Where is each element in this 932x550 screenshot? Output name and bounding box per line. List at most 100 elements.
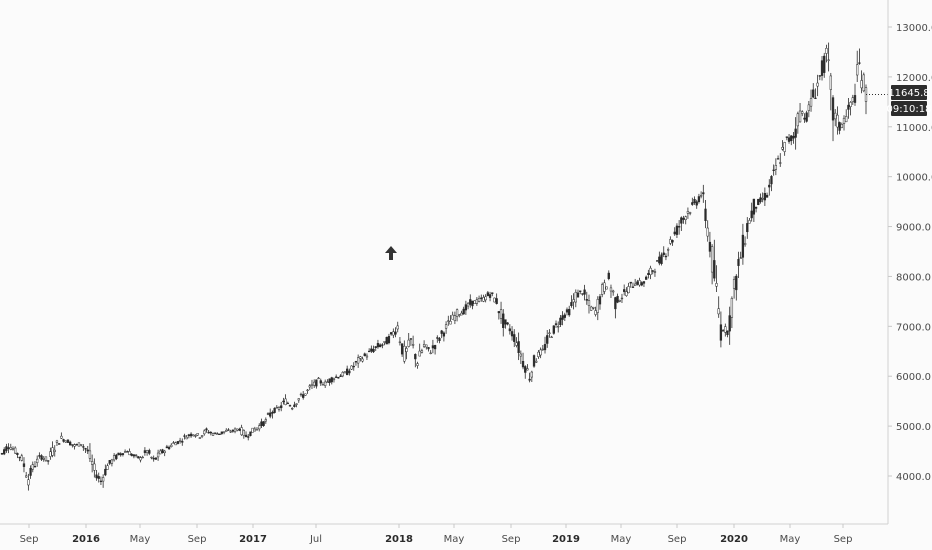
candle-body [739, 257, 742, 259]
candle-body [152, 457, 155, 460]
candle-body [825, 48, 828, 54]
candle-body [493, 297, 496, 303]
candle-body [337, 377, 340, 379]
candle-body [389, 332, 393, 335]
candle-body [315, 379, 318, 387]
price-axis[interactable]: 13000.0 12000.0 11000.0 10000.0 9000.0 8000.0… [888, 23, 932, 483]
candle-body [115, 454, 118, 459]
candle-body [368, 350, 371, 353]
candle-body [425, 344, 428, 348]
candle-body [849, 102, 852, 107]
candle-body [295, 403, 298, 405]
candle-body [660, 254, 663, 264]
candle-body [238, 428, 241, 431]
candle-body [29, 468, 32, 476]
candle-body [348, 370, 351, 374]
candle-body [324, 381, 327, 386]
candle-body [214, 432, 217, 434]
candle-body [174, 442, 177, 446]
candle-body [163, 450, 166, 454]
candle-body [88, 450, 92, 459]
time-axis[interactable]: Sep 2016 May Sep 2017 Jul 2018 May Sep 2019 May Sep… [20, 524, 853, 545]
candle-body [286, 402, 289, 405]
candle-body [209, 432, 212, 434]
price-series [0, 42, 888, 491]
candle-body [765, 194, 769, 198]
candle-body [0, 453, 4, 455]
candle-body [392, 331, 395, 336]
time-tick-label: May [611, 534, 632, 545]
candle-body [625, 291, 628, 296]
candle-body [62, 439, 65, 442]
candle-body [253, 428, 256, 432]
candle-body [346, 368, 349, 376]
candle-body [409, 338, 413, 340]
candle-body [761, 198, 764, 200]
time-tick-label: Sep [20, 534, 39, 545]
candle-body [400, 343, 404, 355]
candle-body [862, 74, 865, 92]
price-tick-label: 13000.0 [896, 23, 932, 34]
candle-body [284, 398, 287, 405]
candle-body [587, 300, 591, 306]
candle-body [449, 321, 452, 325]
candle-body [185, 436, 188, 440]
candle-body [517, 341, 520, 354]
candle-body [31, 464, 34, 470]
candle-body [110, 459, 114, 464]
candle-body [431, 345, 435, 349]
candle-body [343, 371, 347, 374]
candle-body [526, 368, 529, 371]
candle-body [724, 326, 727, 333]
candle-body [693, 198, 696, 203]
candle-body [134, 454, 138, 457]
candle-body [532, 355, 536, 367]
candle-body [361, 358, 364, 362]
candle-body [44, 456, 48, 461]
candle-body [97, 476, 100, 479]
candle-body [568, 308, 571, 316]
candle-body [84, 448, 87, 450]
candle-body [607, 272, 610, 279]
candle-body [620, 297, 624, 300]
candle-body [167, 446, 171, 450]
candle-body [139, 457, 142, 461]
candle-body [856, 64, 859, 76]
candle-body [288, 405, 292, 407]
candle-body [427, 347, 430, 350]
candle-body [66, 439, 70, 443]
candle-body [378, 344, 382, 348]
candle-body [616, 295, 619, 303]
candle-body [858, 62, 861, 64]
candle-body [49, 451, 52, 457]
candle-body [244, 434, 248, 438]
candle-body [36, 458, 39, 463]
candle-body [357, 357, 360, 364]
candle-body [794, 128, 797, 138]
candle-body [827, 59, 830, 61]
candle-body [376, 343, 380, 348]
candle-body [735, 275, 738, 291]
candle-body [381, 344, 384, 346]
candle-body [750, 210, 753, 219]
candle-body [537, 351, 540, 358]
candle-body [429, 352, 432, 355]
time-tick-label: Sep [668, 534, 687, 545]
candle-body [218, 433, 221, 435]
time-tick-label: May [780, 534, 801, 545]
candle-body [251, 427, 254, 433]
candle-body [291, 407, 294, 410]
candle-body [840, 124, 843, 128]
candle-body [572, 299, 575, 303]
candle-body [9, 447, 12, 450]
candle-body [460, 312, 463, 316]
candle-body [145, 450, 149, 453]
candle-body [211, 433, 215, 436]
candle-body [165, 446, 169, 449]
candle-body [310, 383, 314, 386]
candle-body [818, 75, 821, 77]
candle-body [330, 377, 333, 383]
candle-body [269, 412, 272, 417]
